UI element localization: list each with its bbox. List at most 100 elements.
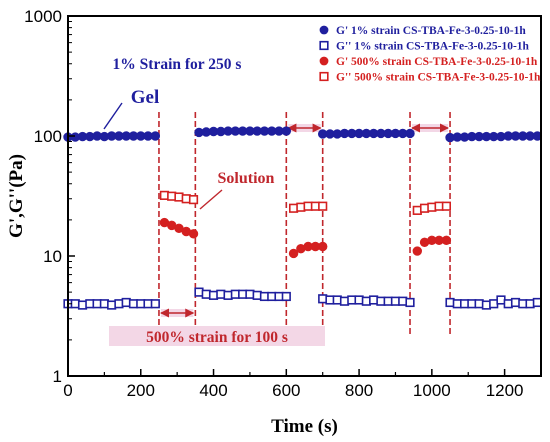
data-point <box>188 229 199 239</box>
data-point <box>70 299 80 309</box>
x-tick-label: 800 <box>345 381 373 400</box>
data-point <box>150 299 160 309</box>
high-strain-label-box <box>109 326 325 346</box>
data-point <box>107 300 117 310</box>
y-axis-title: G',G''(Pa) <box>6 154 27 238</box>
data-point <box>150 131 161 141</box>
data-point <box>325 295 335 305</box>
y-axis-ticks: 1 10 100 1000 <box>24 7 75 386</box>
data-point <box>474 299 484 309</box>
data-point <box>445 297 455 308</box>
data-point <box>459 299 470 309</box>
data-point <box>412 246 422 256</box>
data-point <box>159 190 170 200</box>
data-point <box>405 128 415 139</box>
x-tick-label: 1200 <box>486 381 524 400</box>
gel-annotation: Gel <box>131 87 160 108</box>
data-point <box>99 299 109 309</box>
data-point <box>288 203 299 213</box>
data-point <box>419 203 430 213</box>
data-point <box>369 295 379 305</box>
legend-marker <box>319 71 329 82</box>
data-point <box>267 291 277 302</box>
x-axis-title: Time (s) <box>271 416 338 437</box>
data-point <box>92 299 102 309</box>
legend-marker <box>319 25 329 35</box>
gel-pointer-line <box>103 102 123 130</box>
solution-pointer-line <box>199 189 223 210</box>
interval-arrows <box>160 123 449 318</box>
data-point <box>317 241 328 252</box>
data-point <box>452 299 462 309</box>
data-point <box>361 296 371 306</box>
data-point <box>128 299 139 309</box>
data-point <box>181 194 191 204</box>
legend-label: G'' 1% strain CS-TBA-Fe-3-0.25-10-1h <box>336 41 530 53</box>
data-point <box>208 290 219 300</box>
data-point <box>77 300 88 310</box>
data-point <box>412 205 422 215</box>
data-point <box>281 126 292 136</box>
y-tick-label: 10 <box>43 247 62 266</box>
legend-marker <box>319 56 329 66</box>
low-strain-annotation: 1% Strain for 250 s <box>113 56 242 73</box>
series-2 <box>159 217 452 259</box>
data-point <box>467 299 477 309</box>
data-point <box>303 201 313 211</box>
series-0 <box>63 126 543 143</box>
data-point <box>318 294 328 304</box>
data-point <box>143 299 153 309</box>
data-point <box>518 299 528 309</box>
data-point <box>288 248 299 259</box>
y-tick-label: 100 <box>34 127 62 146</box>
data-point <box>238 289 248 299</box>
data-point <box>188 195 199 205</box>
data-point <box>398 296 408 306</box>
data-point <box>296 202 306 212</box>
data-point <box>201 289 211 299</box>
y-tick-label: 1 <box>53 367 62 386</box>
x-tick-label: 1000 <box>413 381 451 400</box>
data-point <box>230 289 240 299</box>
data-point <box>114 299 124 309</box>
data-point <box>318 201 328 211</box>
x-tick-label: 400 <box>199 381 227 400</box>
data-point <box>405 297 415 308</box>
data-point <box>194 287 204 297</box>
data-point <box>354 295 364 305</box>
solution-annotation: Solution <box>218 170 275 187</box>
data-point <box>376 296 386 306</box>
data-points <box>63 126 543 310</box>
legend-marker <box>319 40 329 51</box>
data-point <box>383 296 393 306</box>
data-point <box>310 201 321 211</box>
series-3 <box>159 190 452 215</box>
legend-label: G' 1% strain CS-TBA-Fe-3-0.25-10-1h <box>336 25 526 37</box>
data-point <box>347 295 357 305</box>
data-point <box>489 299 499 309</box>
data-point <box>281 291 291 302</box>
data-point <box>481 300 492 310</box>
x-axis-ticks: 0 200 400 600 800 1000 1200 <box>63 369 524 400</box>
x-tick-label: 200 <box>127 381 155 400</box>
data-point <box>427 202 437 212</box>
data-point <box>245 289 255 299</box>
data-point <box>174 192 184 202</box>
x-tick-label: 600 <box>272 381 300 400</box>
data-point <box>525 299 535 309</box>
series-1 <box>63 287 542 310</box>
data-point <box>441 201 452 211</box>
data-point <box>274 291 284 302</box>
high-strain-annotation: 500% strain for 100 s <box>146 329 288 346</box>
data-point <box>441 235 452 246</box>
data-point <box>167 191 177 201</box>
plot-frame <box>67 15 542 377</box>
data-point <box>390 296 401 306</box>
data-point <box>85 299 95 309</box>
legend-label: G' 500% strain CS-TBA-Fe-3-0.25-10-1h <box>336 56 538 68</box>
x-tick-label: 0 <box>63 381 72 400</box>
data-point <box>136 299 146 309</box>
legend-label: G'' 500% strain CS-TBA-Fe-3-0.25-10-1h <box>336 72 541 84</box>
data-point <box>216 289 226 299</box>
legend: G' 1% strain CS-TBA-Fe-3-0.25-10-1h G'' 1… <box>319 25 541 84</box>
